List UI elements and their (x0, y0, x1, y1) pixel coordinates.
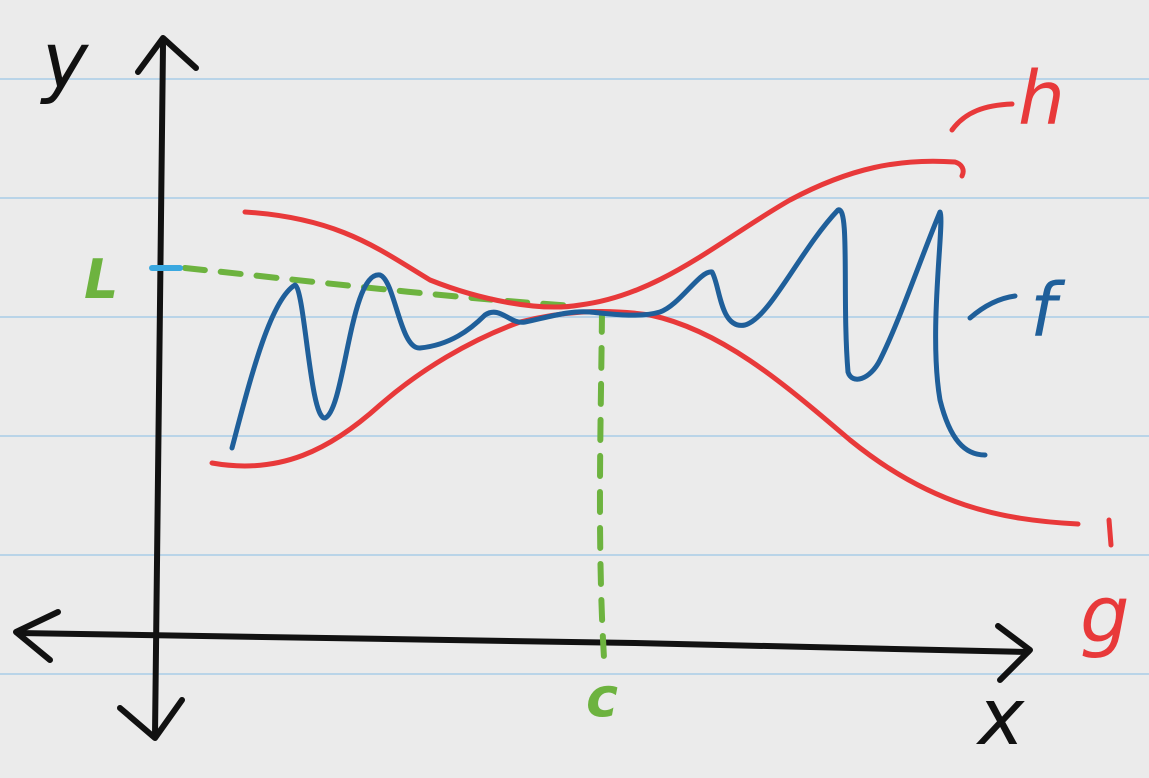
g-label: g (1080, 571, 1130, 661)
c-label: c (586, 666, 618, 729)
ruled-lines (0, 78, 1149, 675)
y-axis-label: y (40, 17, 90, 107)
curve-f (229, 207, 988, 458)
curve-h (242, 158, 966, 310)
L-label: L (84, 248, 118, 311)
h-label-dash (949, 101, 1015, 133)
h-label: h (1018, 56, 1065, 142)
c-guide-dashed (596, 309, 607, 661)
x-axis-arrow-left (13, 609, 61, 663)
y-axis-arrow-down (117, 697, 185, 741)
x-axis-label: x (975, 673, 1025, 763)
f-label-dash (967, 293, 1018, 321)
f-label: f (1030, 268, 1066, 354)
y-axis-line (152, 42, 166, 738)
x-axis-line (15, 630, 1031, 655)
y-axis-arrow-up (135, 35, 199, 75)
L-guide-dashed (182, 265, 578, 309)
g-label-dash (1106, 517, 1114, 548)
curve-g (209, 308, 1081, 527)
axes (13, 35, 1033, 741)
guides (182, 265, 607, 661)
x-axis-arrow-right (995, 623, 1033, 683)
